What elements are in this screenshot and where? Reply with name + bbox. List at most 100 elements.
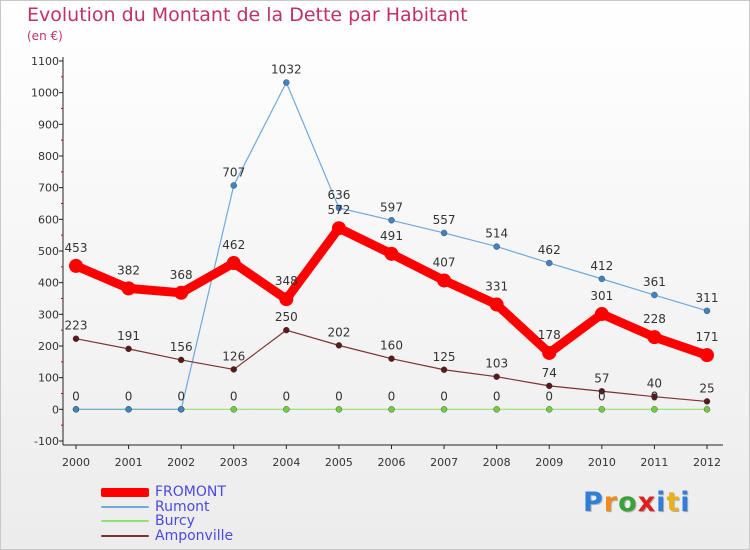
x-tick-label: 2001: [115, 456, 143, 469]
data-point-fromont: [279, 292, 294, 307]
data-point-burcy: [703, 406, 711, 413]
legend-label: FROMONT: [155, 484, 226, 501]
data-label-fromont: 491: [380, 229, 403, 243]
data-label-fromont: 572: [327, 203, 350, 217]
x-tick-label: 2012: [693, 456, 721, 469]
data-point-fromont: [647, 330, 662, 345]
data-label-burcy: 0: [545, 389, 553, 403]
x-tick-label: 2009: [535, 456, 563, 469]
chart-subtitle: (en €): [27, 29, 63, 43]
data-point-amponville: [440, 366, 448, 373]
data-label-fromont: 228: [643, 312, 666, 326]
data-point-fromont: [489, 297, 504, 312]
x-tick-label: 2002: [167, 456, 195, 469]
data-point-rumont: [493, 243, 500, 250]
x-tick-label: 2010: [588, 456, 616, 469]
legend-label: Rumont: [155, 498, 210, 515]
data-point-burcy: [440, 406, 448, 413]
data-label-fromont: 382: [117, 263, 140, 277]
legend-item-rumont: Rumont: [101, 500, 233, 515]
legend-item-burcy: Burcy: [101, 514, 233, 529]
data-point-fromont: [331, 221, 346, 236]
data-point-burcy: [283, 406, 290, 413]
data-label-burcy: 0: [440, 389, 448, 403]
x-tick-label: 2007: [430, 456, 458, 469]
data-label-amponville: 74: [542, 366, 557, 380]
data-label-amponville: 250: [275, 310, 298, 324]
y-tick-label: 200: [38, 340, 59, 353]
y-tick-label: 0: [52, 403, 59, 416]
y-tick-label: 600: [38, 213, 59, 226]
data-point-rumont: [651, 291, 658, 299]
data-point-burcy: [493, 406, 500, 413]
data-label-amponville: 202: [327, 325, 350, 339]
legend-swatch: [101, 487, 149, 497]
data-point-amponville: [72, 335, 80, 342]
data-label-amponville: 57: [594, 371, 609, 385]
y-tick-label: 500: [38, 245, 59, 258]
data-label-fromont: 462: [222, 238, 245, 252]
data-point-fromont: [69, 258, 83, 273]
data-point-fromont: [121, 281, 136, 296]
data-label-rumont: 707: [222, 165, 245, 179]
data-label-fromont: 348: [275, 274, 298, 288]
data-label-burcy: 0: [651, 389, 659, 403]
data-point-amponville: [388, 355, 395, 362]
x-tick-label: 2005: [325, 456, 353, 469]
legend-item-amponville: Amponville: [101, 529, 233, 544]
data-label-rumont: 514: [485, 227, 508, 241]
data-label-burcy: 0: [335, 389, 343, 403]
data-label-rumont: 636: [327, 188, 350, 202]
data-point-rumont: [230, 182, 237, 189]
data-label-burcy: 0: [388, 389, 396, 403]
logo-letter: i: [680, 487, 691, 518]
data-point-rumont: [177, 406, 185, 413]
legend-label: Burcy: [155, 513, 195, 530]
legend-swatch: [101, 534, 149, 537]
data-point-rumont: [440, 229, 448, 237]
legend-label: Amponville: [155, 527, 234, 544]
data-label-fromont: 331: [485, 280, 508, 294]
data-label-burcy: 0: [72, 389, 80, 403]
legend-swatch: [101, 505, 149, 508]
data-label-amponville: 191: [117, 329, 140, 343]
data-label-amponville: 156: [170, 340, 193, 354]
data-point-fromont: [594, 307, 609, 322]
data-point-fromont: [384, 246, 399, 261]
chart-legend: FROMONT Rumont Burcy Amponville: [101, 485, 233, 543]
data-point-burcy: [651, 406, 658, 413]
logo-letter: x: [637, 487, 657, 518]
logo-letter: r: [603, 487, 619, 518]
data-label-rumont: 361: [643, 275, 666, 289]
data-point-amponville: [546, 382, 553, 390]
data-point-amponville: [230, 366, 237, 373]
data-label-fromont: 178: [538, 328, 561, 342]
data-label-rumont: 311: [696, 291, 719, 305]
data-label-fromont: 368: [170, 268, 193, 282]
y-tick-label: 900: [38, 118, 59, 131]
data-point-rumont: [283, 79, 290, 86]
chart-title: Evolution du Montant de la Dette par Hab…: [27, 4, 468, 26]
y-tick-label: 300: [38, 308, 59, 321]
data-label-burcy: 0: [230, 389, 238, 403]
data-label-fromont: 301: [590, 289, 613, 303]
data-point-rumont: [125, 406, 132, 413]
data-label-burcy: 0: [283, 389, 291, 403]
data-label-burcy: 0: [598, 389, 606, 403]
data-point-burcy: [230, 406, 237, 413]
y-tick-label: -100: [34, 435, 59, 448]
data-label-amponville: 126: [222, 349, 245, 363]
data-point-amponville: [598, 388, 606, 395]
x-tick-label: 2000: [62, 456, 90, 469]
data-point-rumont: [335, 204, 343, 212]
proxiti-logo: Proxiti: [583, 487, 691, 518]
data-point-burcy: [598, 406, 606, 413]
data-point-amponville: [703, 398, 711, 405]
data-label-amponville: 103: [485, 357, 508, 371]
data-point-amponville: [335, 342, 343, 349]
data-label-fromont: 171: [696, 330, 719, 344]
data-point-amponville: [283, 326, 290, 334]
data-point-amponville: [493, 373, 500, 380]
